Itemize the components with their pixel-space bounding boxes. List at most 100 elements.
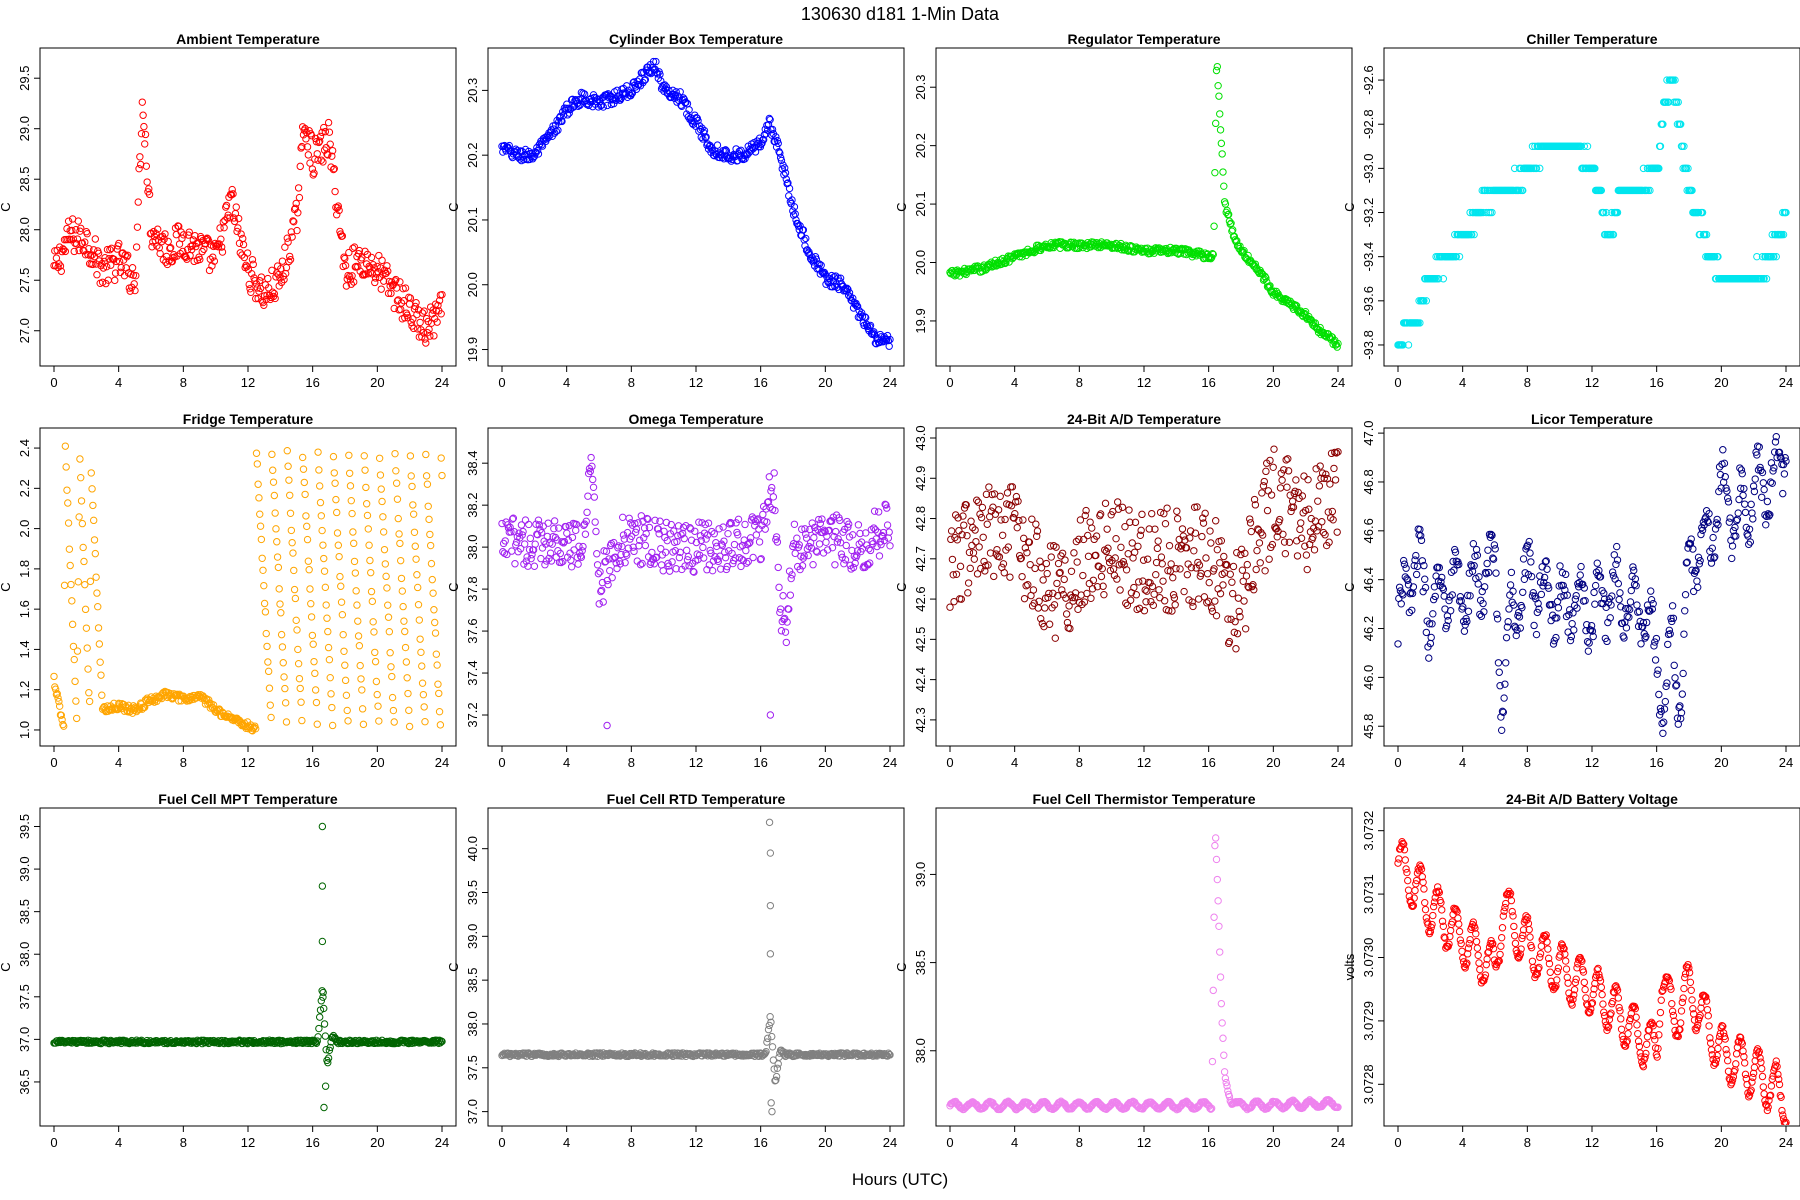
data-point <box>1333 528 1341 536</box>
data-point <box>1215 92 1223 100</box>
data-point <box>548 1050 556 1059</box>
data-point <box>70 247 78 256</box>
data-point <box>283 234 291 242</box>
data-point <box>1416 319 1424 327</box>
data-point <box>1750 487 1759 496</box>
data-point <box>1222 560 1230 569</box>
data-point <box>713 141 722 149</box>
data-point <box>1278 476 1286 484</box>
data-point <box>548 540 556 548</box>
x-tick-label: 24 <box>1779 755 1793 770</box>
x-tick-label: 12 <box>1585 755 1599 770</box>
data-point <box>1003 489 1012 497</box>
data-point <box>705 561 714 569</box>
data-point <box>69 642 78 651</box>
data-point <box>1199 519 1208 527</box>
data-point <box>552 127 560 135</box>
data-point <box>980 557 988 566</box>
data-point <box>721 553 730 562</box>
data-point <box>1228 578 1236 586</box>
x-tick-label: 4 <box>563 1135 570 1150</box>
data-point <box>1639 618 1648 627</box>
data-point <box>1326 480 1334 488</box>
y-tick-label: 37.8 <box>465 576 480 601</box>
data-point <box>610 538 618 547</box>
data-point <box>870 507 879 515</box>
data-point <box>1578 580 1587 588</box>
data-point <box>1608 592 1616 600</box>
data-point <box>1143 587 1151 595</box>
data-point <box>1187 563 1196 572</box>
data-point <box>974 498 983 506</box>
data-point <box>1232 645 1240 653</box>
data-point <box>433 661 441 669</box>
data-point <box>187 242 195 251</box>
data-point <box>366 1038 374 1046</box>
data-point <box>436 721 445 729</box>
data-point <box>631 519 639 528</box>
data-point <box>316 132 325 141</box>
data-point <box>1220 182 1228 190</box>
data-point <box>842 541 850 550</box>
x-tick-label: 8 <box>628 1135 635 1150</box>
data-point <box>1484 546 1492 554</box>
data-point <box>1758 493 1766 501</box>
data-point <box>217 243 226 251</box>
data-point <box>948 555 957 564</box>
data-point <box>691 527 699 535</box>
data-point <box>590 493 599 501</box>
data-point <box>1334 339 1342 348</box>
data-point <box>1502 659 1510 667</box>
data-point <box>1600 208 1608 217</box>
data-point <box>74 578 83 586</box>
data-point <box>1225 637 1234 646</box>
data-point <box>1399 556 1408 565</box>
data-point <box>309 640 317 648</box>
chart-title: Fridge Temperature <box>183 411 314 427</box>
data-point <box>412 299 420 307</box>
data-point <box>1208 249 1217 258</box>
data-point <box>334 541 343 549</box>
data-point <box>1672 681 1681 689</box>
data-point <box>414 600 423 609</box>
data-point <box>256 522 265 530</box>
data-point <box>793 534 801 542</box>
data-point <box>424 502 432 510</box>
data-point <box>1603 637 1611 646</box>
data-point <box>317 997 326 1005</box>
data-point <box>965 548 974 557</box>
data-point <box>438 471 446 480</box>
data-point <box>1246 515 1254 523</box>
data-point <box>1180 587 1188 596</box>
data-point <box>946 603 954 611</box>
x-tick-label: 24 <box>435 1135 449 1150</box>
data-point <box>712 1049 721 1058</box>
data-point <box>336 572 344 581</box>
data-point <box>216 224 224 232</box>
data-point <box>640 76 649 85</box>
data-point <box>226 214 234 222</box>
data-point <box>560 537 569 546</box>
data-point <box>329 452 338 461</box>
data-point <box>1159 577 1167 585</box>
data-point <box>326 1043 334 1052</box>
data-point <box>1646 607 1654 615</box>
data-point <box>1726 514 1734 522</box>
data-point <box>645 523 654 532</box>
data-point <box>1322 470 1330 479</box>
data-point <box>546 549 555 557</box>
data-point <box>833 538 842 546</box>
data-point <box>328 146 337 155</box>
y-axis-label: C <box>894 202 909 211</box>
data-point <box>437 454 445 462</box>
data-point <box>149 227 158 236</box>
data-point <box>422 339 430 347</box>
y-tick-label: 42.9 <box>913 466 928 491</box>
data-point <box>247 269 256 278</box>
y-tick-label: 2.4 <box>17 439 32 457</box>
y-tick-label: 1.0 <box>17 721 32 739</box>
data-point <box>210 257 219 265</box>
data-point <box>89 246 98 254</box>
data-point <box>384 267 392 275</box>
